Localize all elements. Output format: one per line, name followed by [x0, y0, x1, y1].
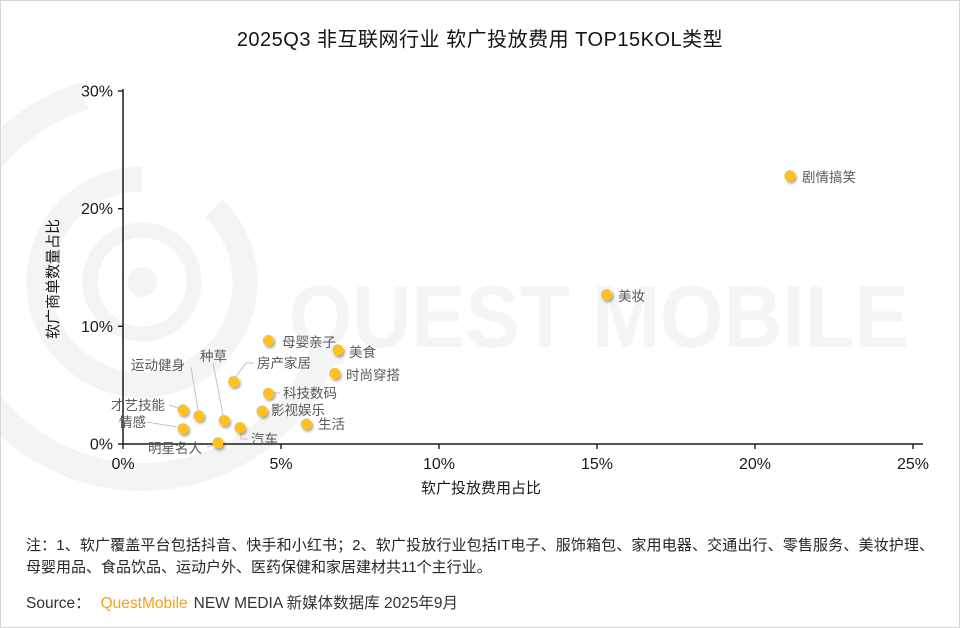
plot-content: 0% 5% 10% 15% 20% 25% 0% 10% 20% 30% 剧情搞笑美妆母婴亲子美食时…: [81, 84, 929, 474]
data-point-label: 美食: [349, 344, 376, 360]
data-point: [228, 376, 240, 388]
data-point: [329, 367, 341, 379]
watermark-text: QUEST MOBILE: [289, 267, 909, 366]
data-point: [332, 344, 344, 356]
data-point-label: 影视娱乐: [271, 403, 325, 418]
data-point: [262, 387, 274, 399]
source-label: Source：: [26, 595, 91, 612]
x-tick-label: 5%: [269, 456, 292, 473]
label-leader-line: [212, 362, 224, 416]
y-tick-label: 10%: [81, 319, 113, 336]
data-point: [193, 410, 205, 422]
data-point: [177, 404, 189, 416]
watermark-logo-ring-middle: [26, 166, 258, 398]
data-point: [601, 289, 612, 301]
data-point-label: 房产家居: [257, 355, 311, 371]
y-tick-label: 0%: [90, 437, 113, 454]
label-leader-line: [146, 421, 178, 428]
data-point-label: 时尚穿搭: [346, 368, 400, 383]
source-rest: NEW MEDIA 新媒体数据库 2025年9月: [193, 595, 459, 612]
watermark-logo-dot: [127, 267, 157, 297]
label-leader-line: [234, 362, 254, 379]
data-point: [784, 170, 796, 182]
data-point-label: 生活: [318, 417, 345, 432]
watermark-logo: [1, 73, 351, 491]
source-brand: QuestMobile: [100, 595, 188, 612]
x-tick-label: 25%: [897, 456, 929, 473]
data-point: [234, 422, 246, 433]
watermark-logo-ring-outer: [1, 73, 351, 491]
data-point-label: 才艺技能: [111, 398, 165, 413]
x-tick-label: 15%: [581, 456, 613, 473]
label-leader-line: [190, 366, 199, 411]
data-point-label: 母婴亲子: [282, 335, 336, 350]
data-point-label: 明星名人: [148, 441, 202, 456]
watermark-logo-ring-inner: [82, 222, 202, 342]
data-point: [218, 415, 230, 426]
scatter-plot: QUEST MOBILE 软广投放费用占比 软广商单数量占比 0% 5% 10% 15…: [1, 73, 929, 497]
data-point-label: 运动健身: [131, 358, 185, 373]
y-tick-label: 30%: [81, 84, 113, 101]
footnote: 注：1、软广覆盖平台包括抖音、快手和小红书；2、软广投放行业包括IT电子、服饰箱…: [26, 537, 934, 576]
source-line: Source： QuestMobile NEW MEDIA 新媒体数据库 2025年…: [26, 591, 458, 613]
data-point: [300, 418, 312, 430]
x-tick-label: 20%: [739, 456, 771, 473]
label-leader-line: [240, 432, 248, 440]
data-point: [256, 405, 268, 417]
data-point-label: 情感: [119, 414, 146, 430]
data-point-label: 汽车: [251, 431, 278, 447]
data-point-label: 种草: [200, 349, 227, 364]
y-tick-label: 20%: [81, 201, 113, 218]
x-tick-label: 10%: [423, 456, 455, 473]
label-leader-line: [206, 444, 215, 448]
label-leader-line: [168, 404, 179, 409]
data-point-label: 科技数码: [283, 386, 337, 401]
chart-title: 2025Q3 非互联网行业 软广投放费用 TOP15KOL类型: [236, 29, 724, 51]
data-point-label: 美妆: [618, 289, 645, 304]
data-point: [177, 423, 189, 435]
data-point: [262, 335, 274, 346]
x-tick-label: 0%: [111, 456, 134, 473]
y-axis-title: 软广商单数量占比: [45, 219, 62, 339]
x-axis-title: 软广投放费用占比: [421, 480, 541, 497]
data-point: [212, 437, 224, 449]
data-point-label: 剧情搞笑: [802, 170, 856, 185]
